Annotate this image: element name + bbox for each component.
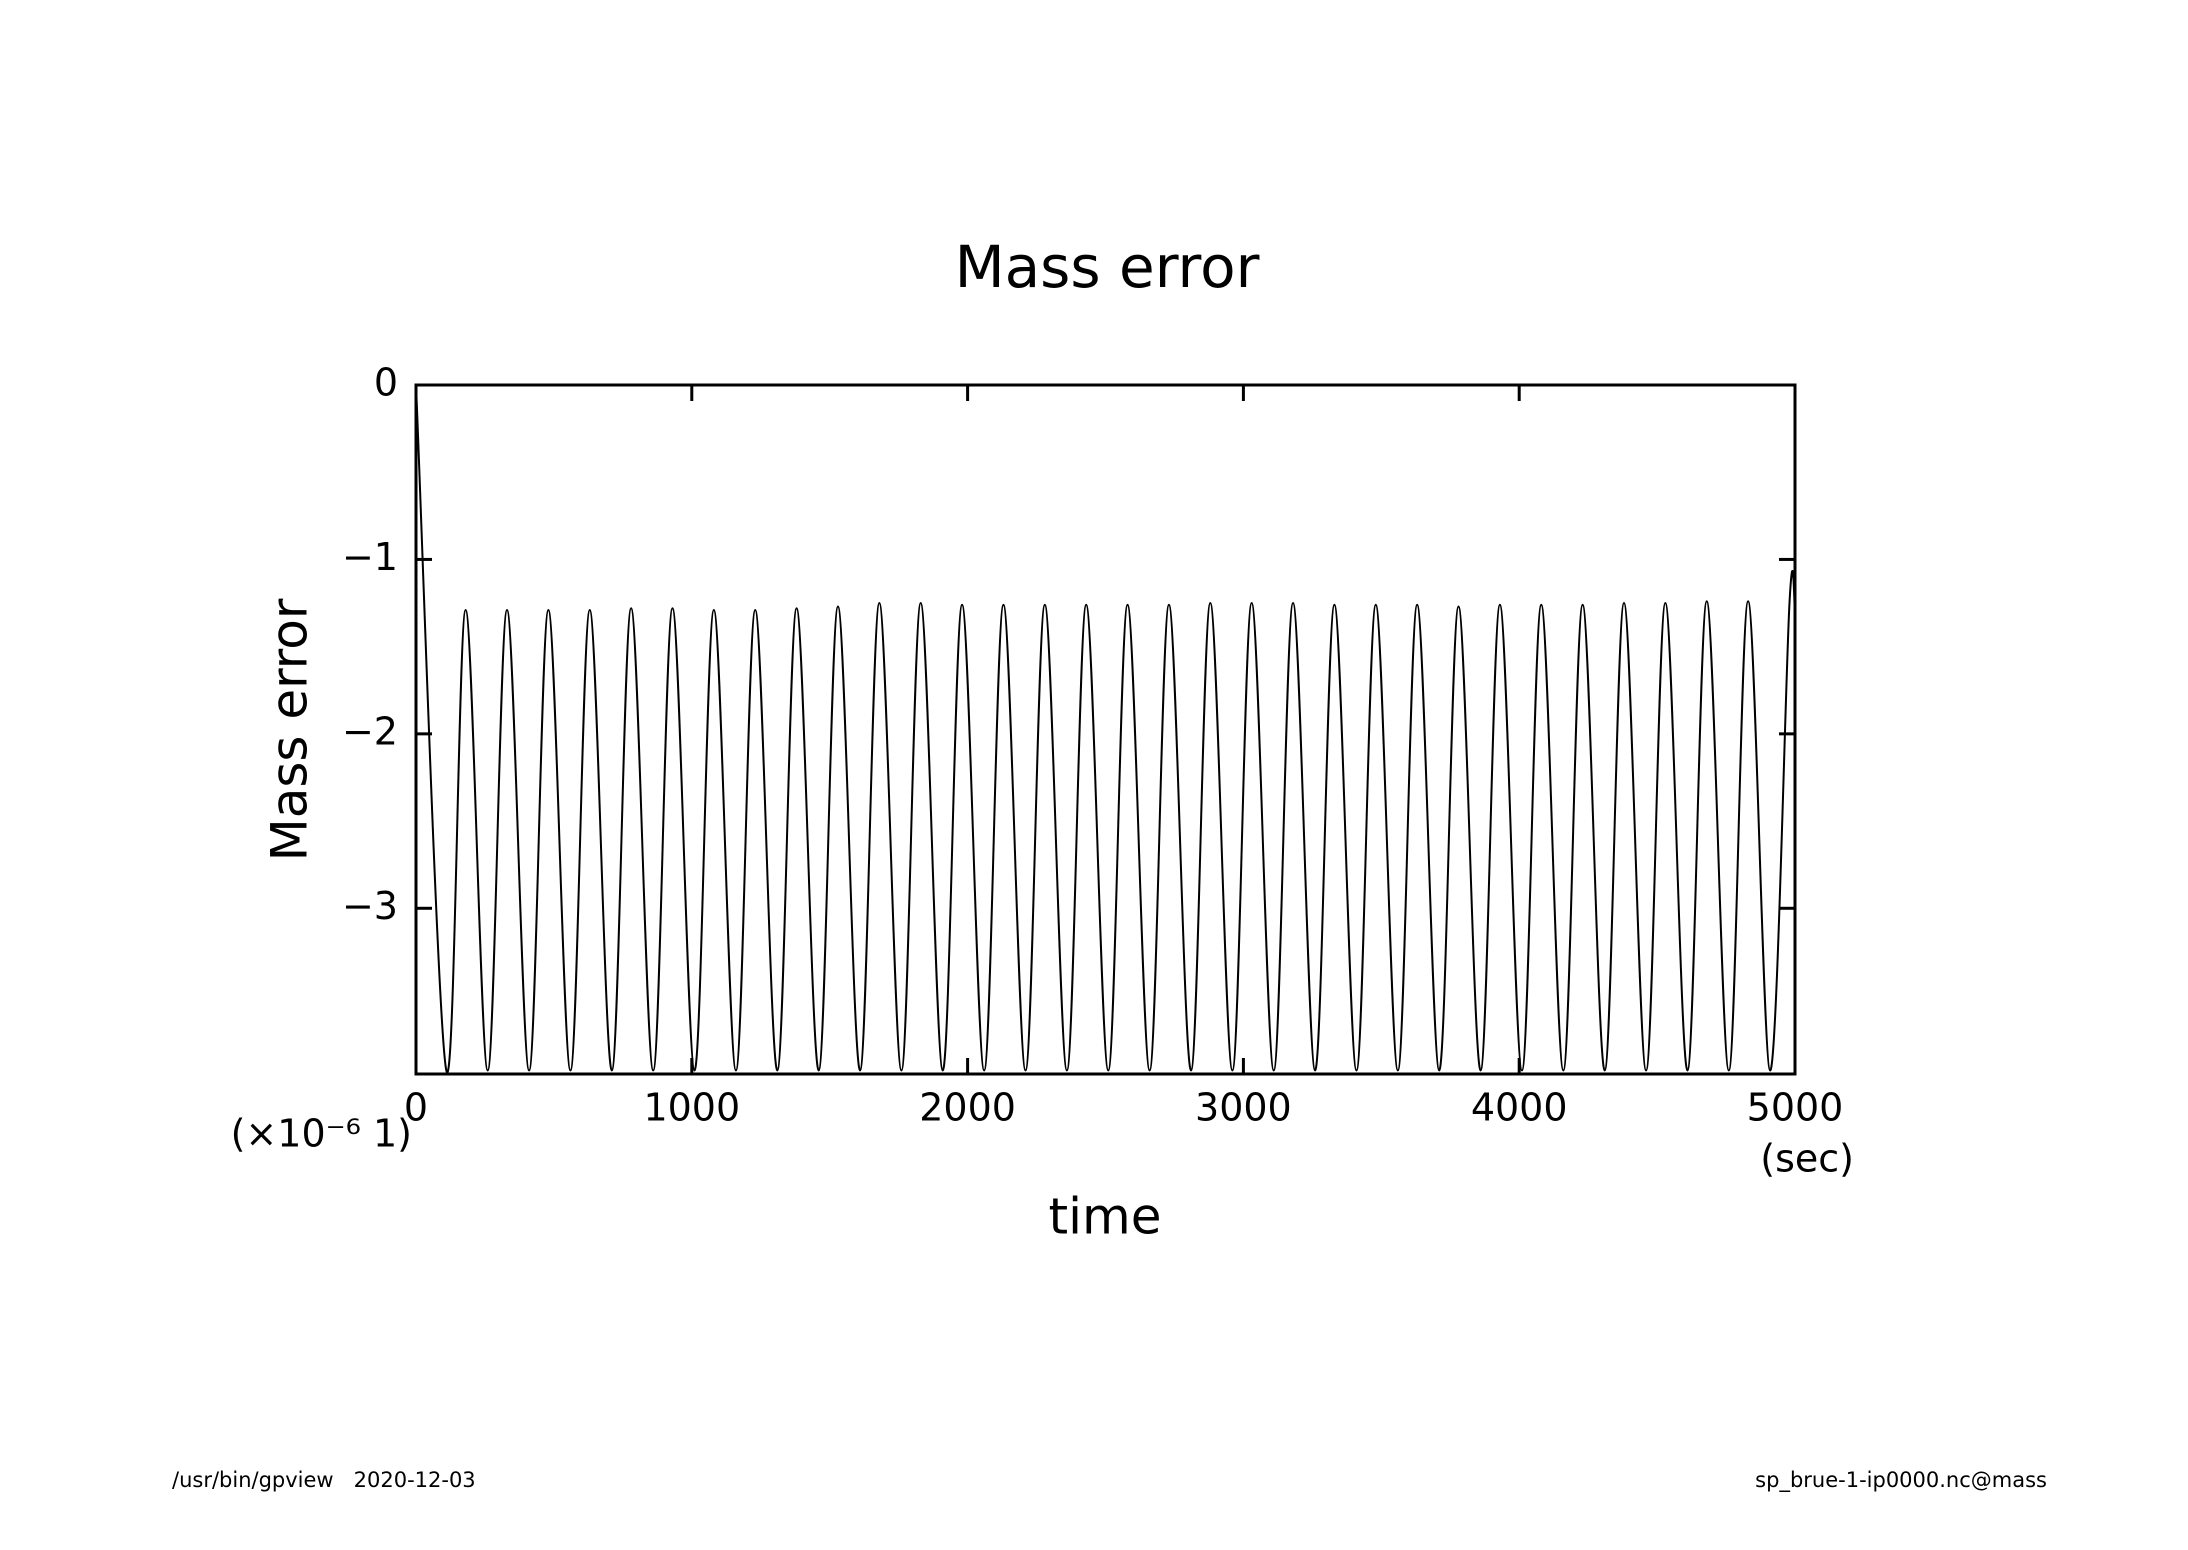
x-tick-label: 3000 (1195, 1086, 1292, 1130)
chart-title: Mass error (955, 233, 1260, 301)
y-tick-label: −1 (342, 535, 398, 579)
y-axis-label: Mass error (261, 598, 319, 861)
x-tick-label: 0 (404, 1086, 428, 1130)
x-unit-label: (sec) (1760, 1137, 1854, 1181)
x-tick-label: 4000 (1471, 1086, 1568, 1130)
footer-right: sp_brue-1-ip0000.nc@mass (1755, 1468, 2047, 1493)
x-tick-label: 5000 (1747, 1086, 1844, 1130)
y-tick-label: −3 (342, 884, 398, 928)
y-scale-label: (×10⁻⁶ 1) (231, 1112, 412, 1156)
x-tick-label: 1000 (643, 1086, 740, 1130)
y-tick-label: 0 (374, 361, 398, 405)
x-tick-label: 2000 (919, 1086, 1016, 1130)
x-axis-label: time (1049, 1188, 1162, 1246)
y-tick-label: −2 (342, 709, 398, 753)
data-line (416, 385, 1795, 1074)
plot-frame (414, 383, 1797, 1076)
footer-left: /usr/bin/gpview 2020-12-03 (172, 1468, 476, 1492)
